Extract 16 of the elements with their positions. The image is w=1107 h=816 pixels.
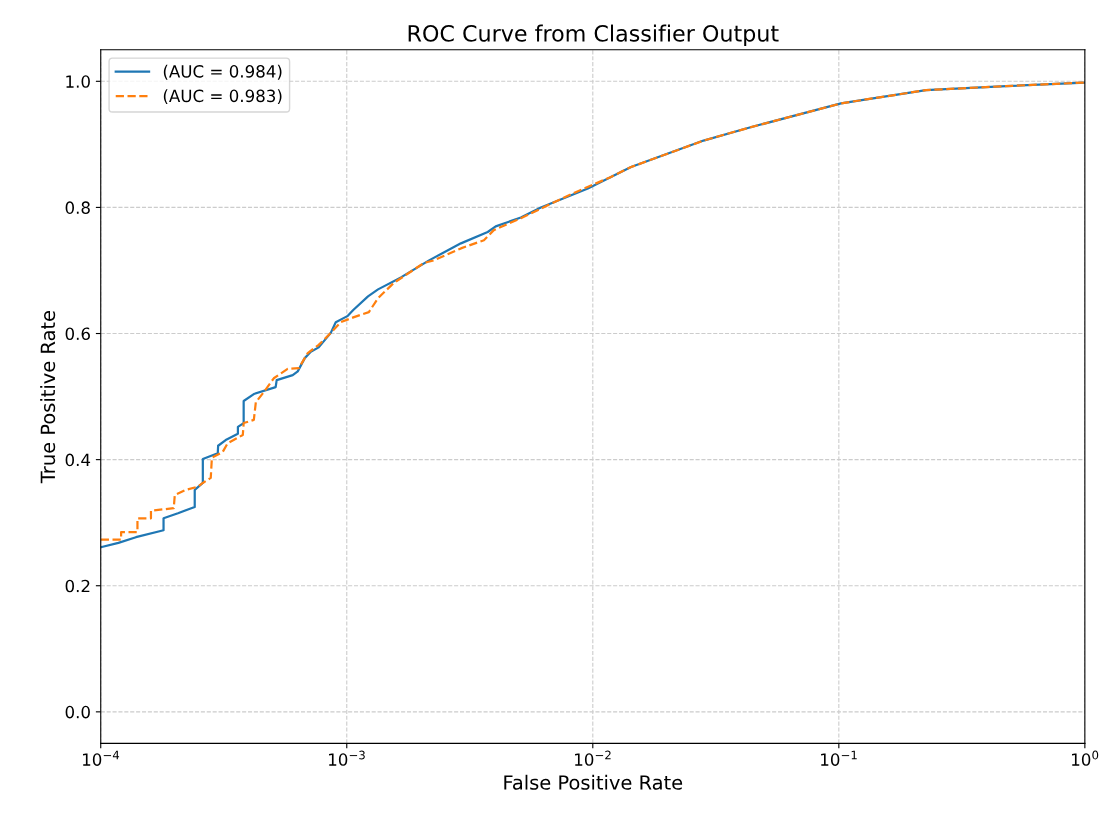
x-tick-label: 10$^{0}$: [1072, 750, 1099, 766]
legend-label: (AUC = 0.983): [163, 89, 282, 105]
x-tick-label: 10$^{−4}$: [82, 750, 120, 766]
y-axis-title: True Positive Rate: [40, 311, 56, 484]
legend-label: (AUC = 0.984): [163, 64, 282, 80]
x-tick-label: 10$^{−2}$: [575, 750, 611, 766]
x-tick-label: 10$^{−3}$: [329, 750, 365, 766]
y-tick-label: 0.2: [65, 579, 90, 593]
y-tick-label: 1.0: [66, 75, 90, 88]
chart-title: ROC Curve from Classifier Output: [408, 24, 779, 47]
x-axis-title: False Positive Rate: [504, 774, 683, 790]
y-tick-label: 0.6: [65, 327, 90, 341]
y-tick-label: 0.4: [65, 453, 91, 467]
y-tick-label: 0.0: [65, 705, 90, 719]
x-tick-label: 10$^{−1}$: [821, 750, 857, 766]
y-tick-label: 0.8: [65, 201, 90, 214]
